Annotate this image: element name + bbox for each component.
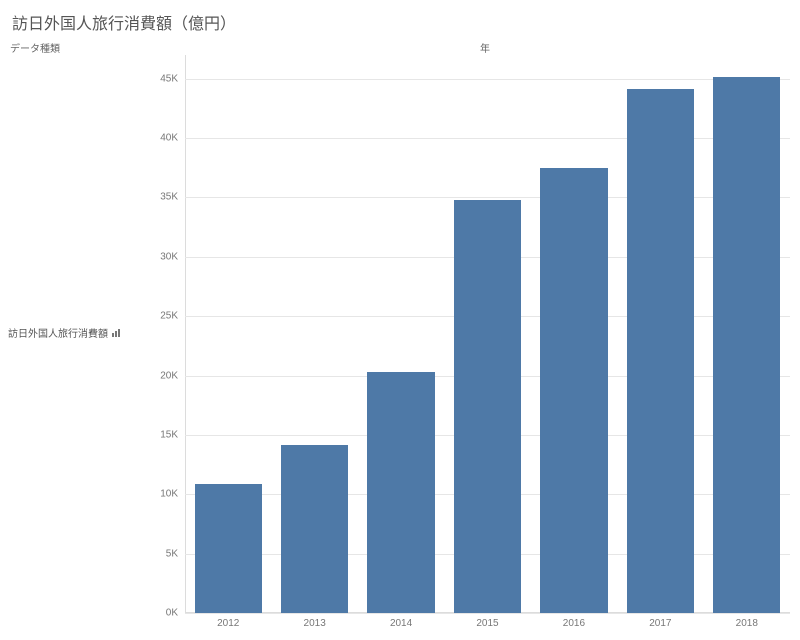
gridline [185, 197, 790, 198]
y-tick-label: 10K [160, 489, 178, 500]
bar [195, 484, 262, 613]
row-header-top: データ種類 [10, 40, 60, 55]
column-header: 年 [480, 40, 490, 55]
y-tick-label: 20K [160, 370, 178, 381]
gridline [185, 79, 790, 80]
y-tick-label: 30K [160, 251, 178, 262]
bar [540, 168, 607, 613]
page-root: 訪日外国人旅行消費額（億円） データ種類 年 訪日外国人旅行消費額 0K 5K 10… [0, 0, 800, 640]
bar [454, 200, 521, 613]
bar [713, 77, 780, 613]
x-tick-label: 2016 [563, 618, 585, 629]
y-tick-label: 0K [166, 608, 178, 619]
row-header: 訪日外国人旅行消費額 [8, 325, 122, 340]
x-tick-label: 2012 [217, 618, 239, 629]
row-header-label: 訪日外国人旅行消費額 [8, 325, 108, 340]
y-tick-label: 5K [166, 548, 178, 559]
bar [281, 445, 348, 613]
x-tick-label: 2013 [304, 618, 326, 629]
y-tick-label: 25K [160, 311, 178, 322]
y-tick-label: 15K [160, 429, 178, 440]
bar [627, 89, 694, 613]
gridline [185, 613, 790, 614]
y-tick-label: 45K [160, 73, 178, 84]
y-tick-label: 35K [160, 192, 178, 203]
bar [367, 372, 434, 613]
x-tick-label: 2015 [476, 618, 498, 629]
x-tick-label: 2014 [390, 618, 412, 629]
chart-plot-area [185, 55, 790, 613]
x-tick-label: 2018 [736, 618, 758, 629]
bar-chart-icon [112, 329, 122, 337]
y-tick-label: 40K [160, 133, 178, 144]
chart-title: 訪日外国人旅行消費額（億円） [12, 10, 236, 34]
gridline [185, 138, 790, 139]
x-tick-label: 2017 [649, 618, 671, 629]
